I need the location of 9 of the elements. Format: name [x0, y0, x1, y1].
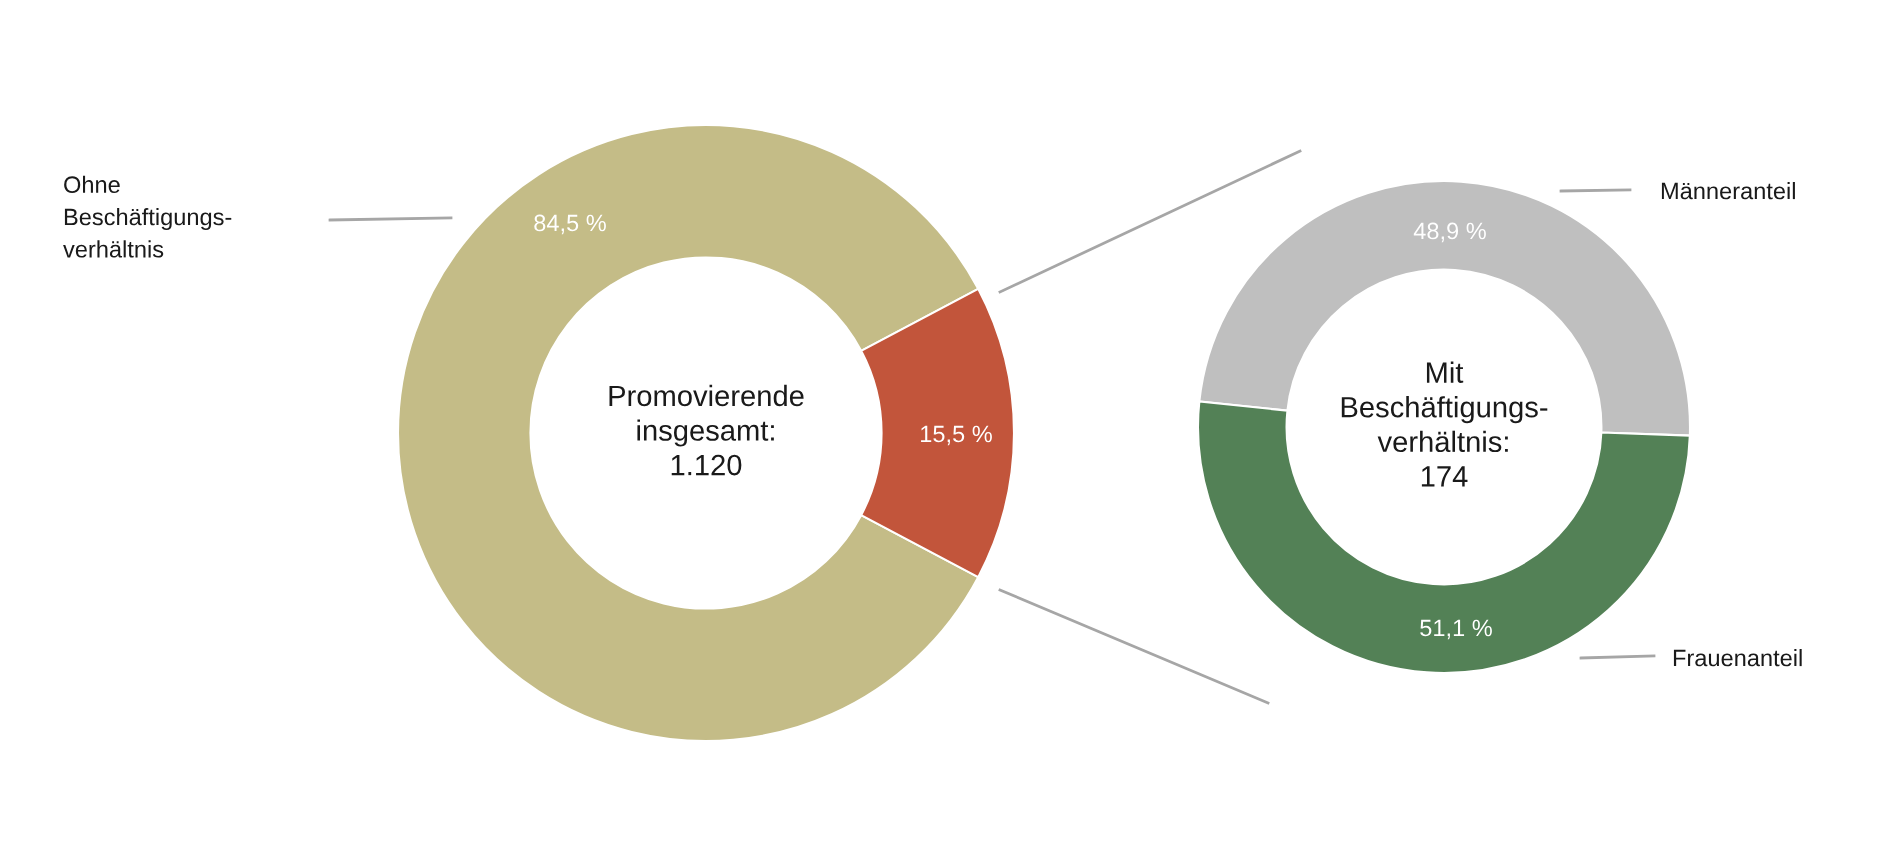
- data-label: 84,5 %: [534, 214, 606, 235]
- slice-label: Frauenanteil: [1673, 648, 1802, 667]
- text: Mit Beschäftigungs- verhältnis: 174: [1341, 361, 1548, 487]
- data-label: 51,1 %: [1420, 619, 1492, 640]
- text: Promovierende insgesamt: 1.120: [609, 384, 804, 476]
- data-label: 15,5 %: [921, 425, 992, 446]
- data-label: 48,9 %: [1413, 222, 1486, 243]
- slice-label: Männeranteil: [1661, 182, 1795, 200]
- slice-label: Ohne Beschäftigungs- verhältnis: [63, 175, 232, 258]
